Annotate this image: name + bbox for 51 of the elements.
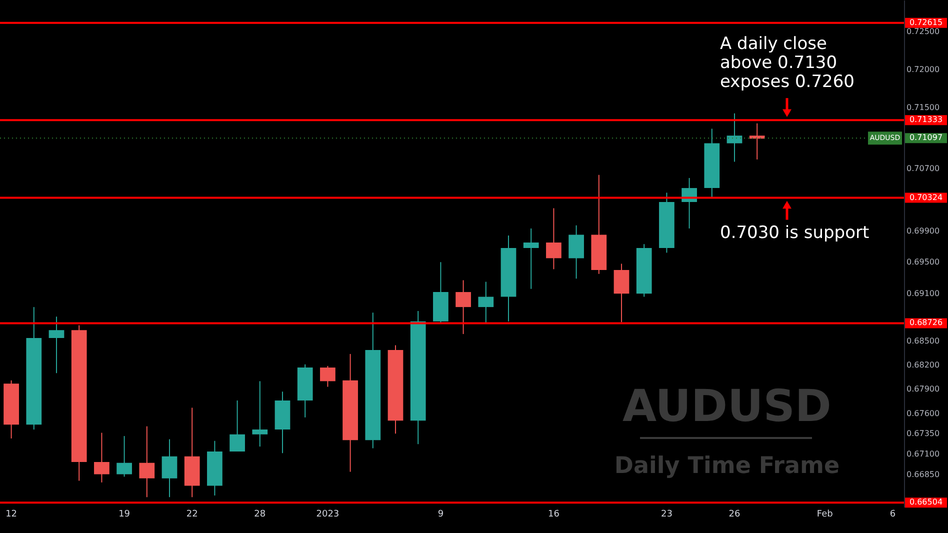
candlestick	[252, 380, 268, 448]
x-tick-label: 19	[118, 510, 130, 520]
candlestick	[116, 436, 132, 478]
annotation: 0.7030 is support	[720, 222, 870, 243]
y-tick-label: 0.68200	[906, 360, 940, 370]
y-tick-label: 0.69900	[906, 226, 940, 236]
x-tick-label: 16	[548, 510, 560, 520]
candlestick	[478, 281, 494, 324]
y-tick-label: 0.70700	[906, 164, 940, 174]
y-tick-label: 0.67100	[906, 449, 940, 458]
ref-line-label: 0.66504	[909, 498, 943, 507]
x-tick-label: 12	[6, 510, 18, 520]
y-tick-label: 0.69500	[906, 258, 940, 267]
y-tick-label: 0.67350	[906, 429, 940, 438]
y-tick-label: 0.67600	[906, 408, 940, 418]
candlestick	[546, 208, 562, 270]
candlestick	[568, 224, 584, 280]
x-tick-label: 9	[438, 510, 444, 520]
candlestick	[94, 432, 110, 483]
y-tick-label: 0.71500	[906, 102, 940, 112]
candlestick	[614, 263, 630, 323]
y-tick-label: 0.67900	[906, 384, 940, 394]
x-tick-label: 23	[660, 510, 672, 520]
text: AUDUSD	[622, 381, 832, 432]
y-tick-label: 0.66850	[906, 470, 940, 479]
ref-line-label: 0.72615	[909, 18, 943, 27]
x-tick-label: 28	[254, 510, 266, 520]
x-tick-label: 6	[890, 510, 896, 520]
candlestick	[320, 365, 336, 388]
candlestick	[726, 112, 742, 162]
candlestick	[523, 228, 539, 290]
x-tick-label: 2023	[316, 510, 340, 520]
x-tick-label: Feb	[816, 510, 834, 520]
candlestick	[456, 280, 471, 335]
candlestick	[48, 316, 64, 374]
ref-line-label: 0.71097	[909, 133, 943, 142]
annotation: A daily close above 0.7130 exposes 0.7260	[720, 34, 854, 92]
ref-line-label: 0.70324	[909, 192, 943, 202]
candlestick	[749, 122, 765, 160]
y-tick-label: 0.68500	[906, 336, 940, 346]
ref-line-label: 0.68726	[909, 318, 943, 328]
candlestick	[230, 400, 245, 452]
x-tick-label: 26	[728, 510, 740, 520]
y-tick-label: 0.69100	[906, 289, 940, 298]
text: Daily Time Frame	[614, 453, 840, 479]
candlestick	[139, 426, 155, 498]
x-tick-label: 22	[186, 510, 198, 520]
ref-line-label: 0.71333	[909, 115, 943, 124]
y-tick-label: 0.72000	[906, 64, 940, 74]
candlestick	[162, 438, 178, 498]
y-tick-label: 0.72500	[906, 27, 940, 36]
